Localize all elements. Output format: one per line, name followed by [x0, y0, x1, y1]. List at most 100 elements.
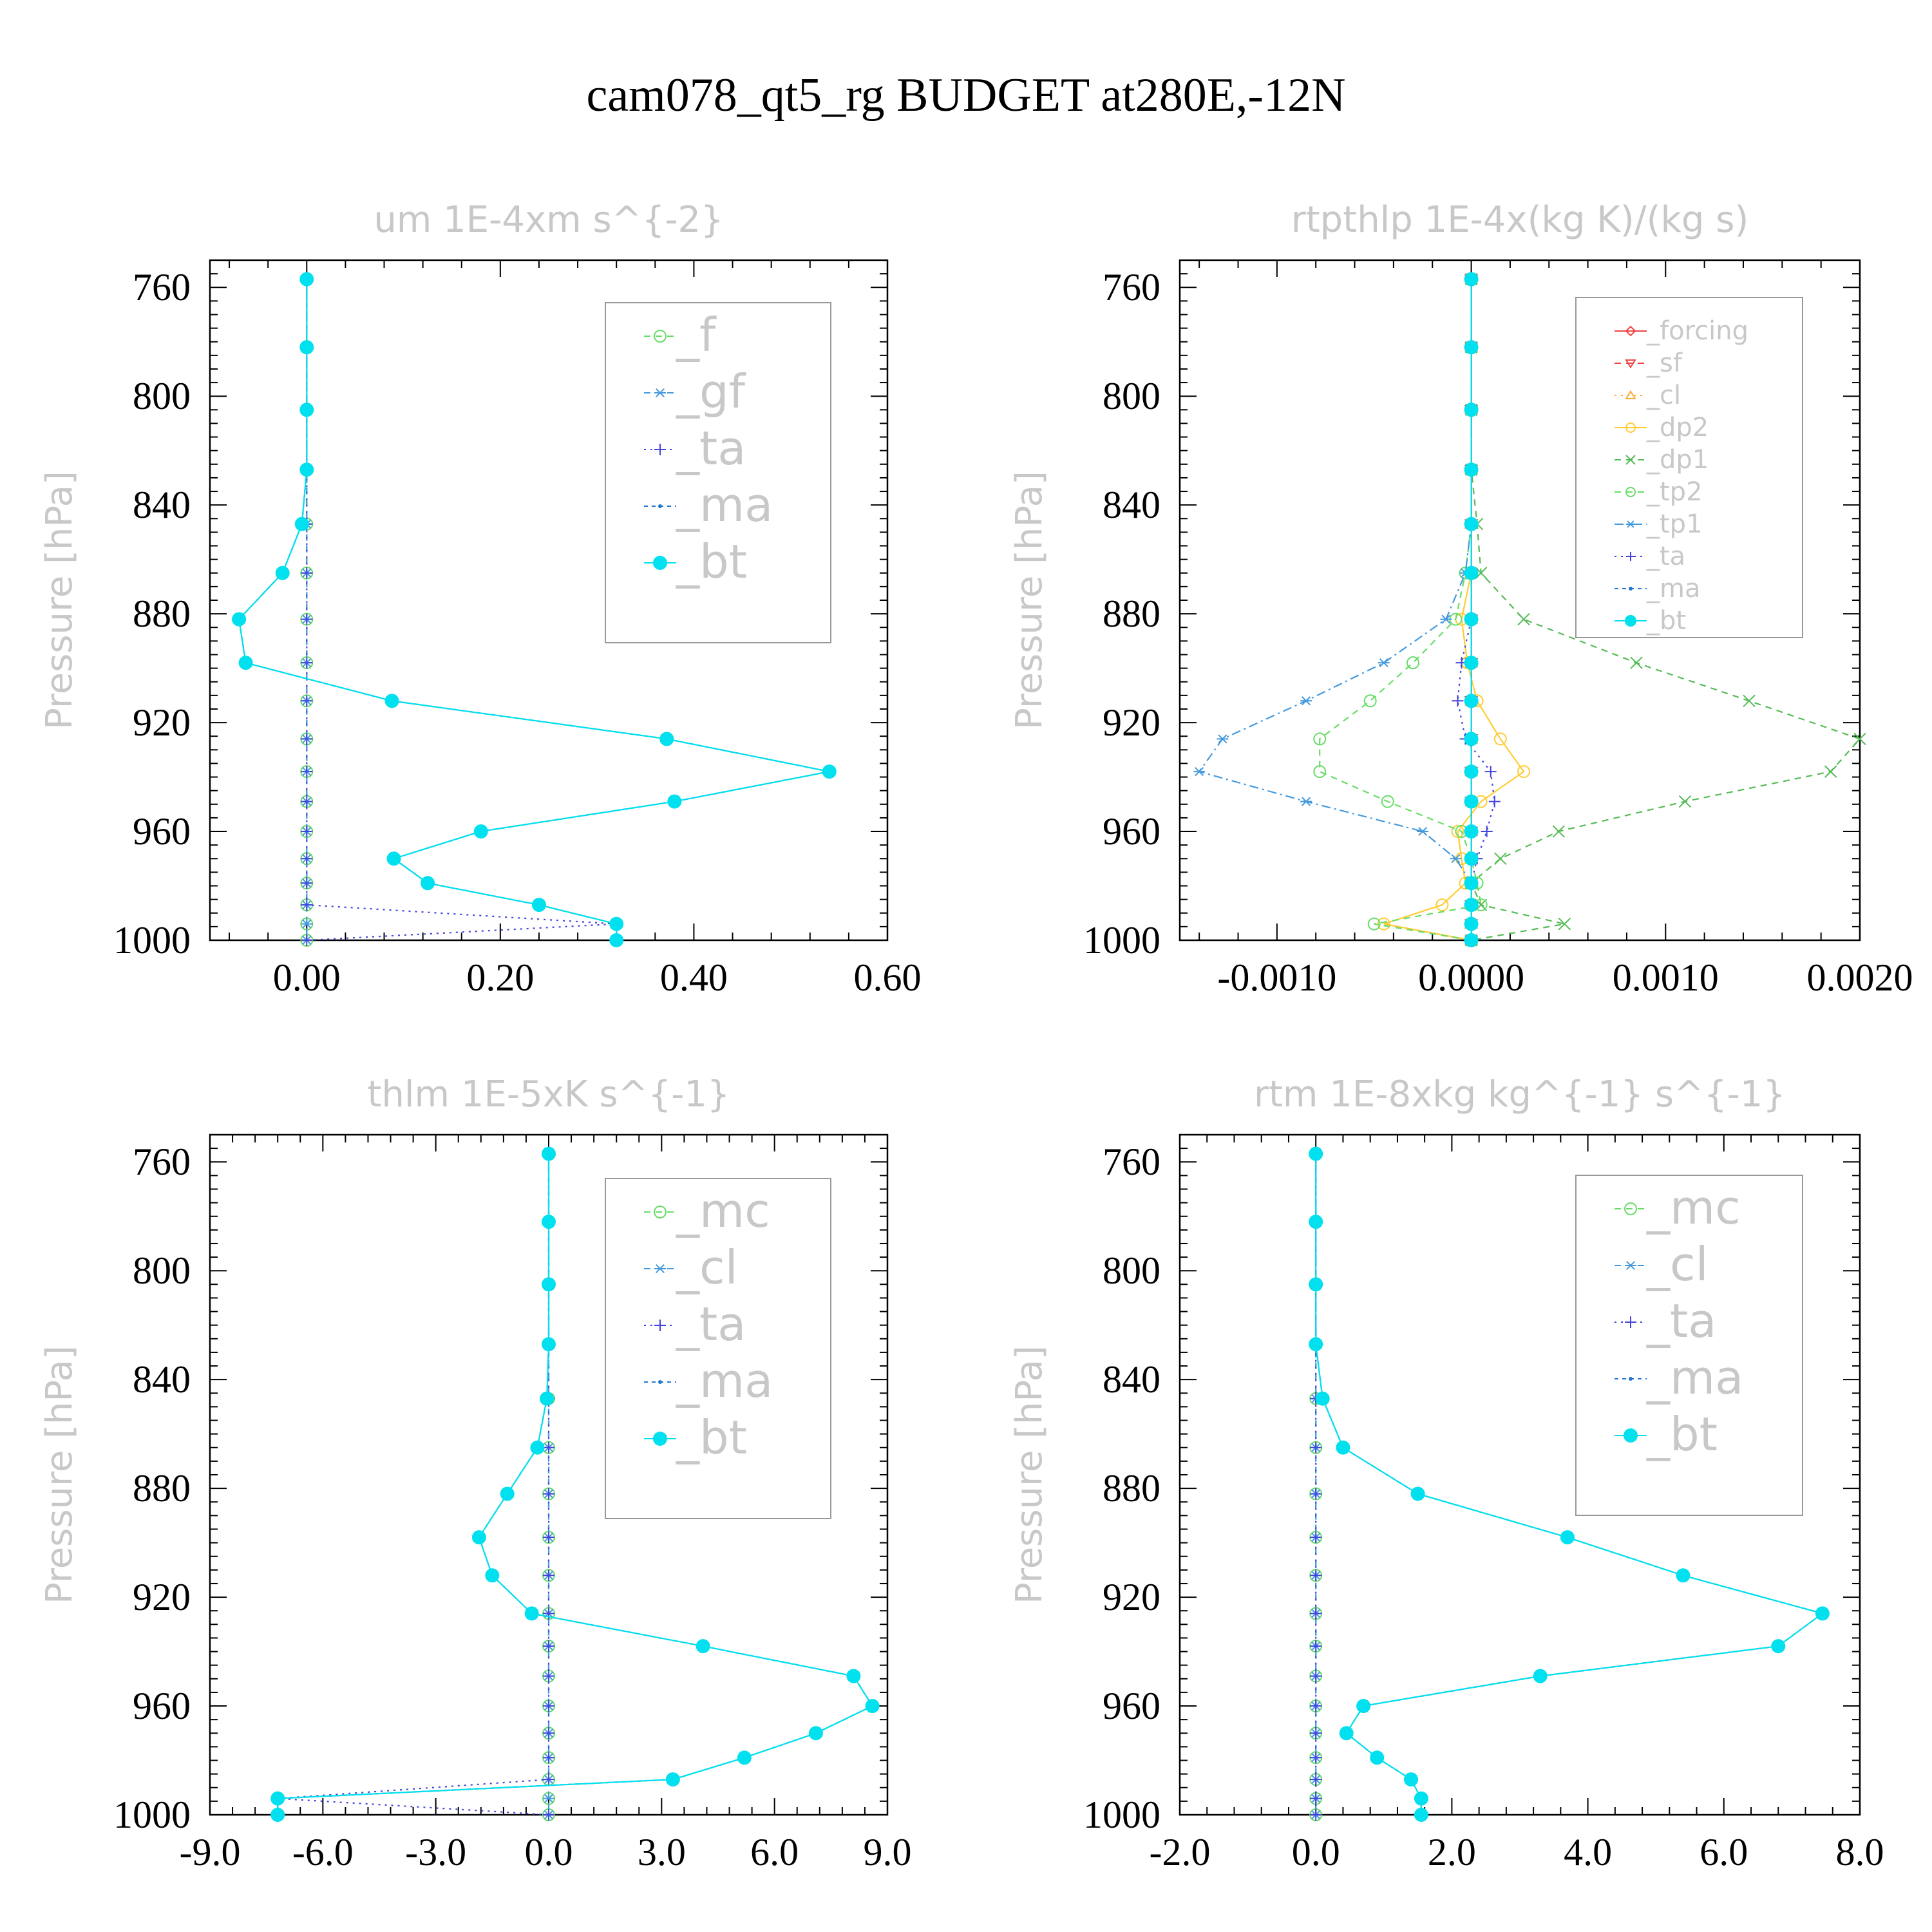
rtpthlp-legend-entry: _sf: [1615, 348, 1683, 378]
rtpthlp-legend-label: _cl: [1646, 381, 1681, 410]
thlm-series_ta-point: [543, 1569, 554, 1582]
thlm-legend-label: _ta: [676, 1297, 746, 1351]
rtm-xtick-label: 0.0: [1292, 1831, 1340, 1873]
rtm-series_ta-point: [1310, 1774, 1322, 1786]
rtm-series_ta-point: [1310, 1441, 1322, 1454]
rtm-series_bt-point: [1560, 1530, 1575, 1545]
rtpthlp-series_ta-point: [1452, 695, 1464, 707]
thlm-legend-marker: [658, 1380, 662, 1384]
rtpthlp-series_ta-point: [1488, 795, 1501, 808]
thlm-ytick-label: 760: [133, 1141, 191, 1183]
thlm-series_bt-point: [542, 1277, 556, 1292]
thlm-series_bt-point: [865, 1699, 880, 1714]
rtpthlp-series_dp1-point: [1853, 732, 1866, 746]
thlm-legend-entry: _mc: [644, 1184, 770, 1238]
rtm-series_ta-point: [1310, 1809, 1322, 1821]
rtm-xtick-label: 6.0: [1700, 1831, 1748, 1873]
rtpthlp-legend: _forcing_sf _cl _dp2 _dp1_tp2_tp1 _ta _ma _bt: [1575, 297, 1803, 638]
rtm-series_bt-point: [1309, 1215, 1323, 1229]
rtm-legend-label: _ma: [1646, 1350, 1743, 1405]
rtm-series_bt-point: [1410, 1486, 1425, 1501]
rtm-legend-entry: _cl: [1615, 1237, 1709, 1291]
rtpthlp-series_tp2-line: [1319, 279, 1482, 942]
rtm-y-axis-label: Pressure [hPa]: [1009, 1345, 1050, 1604]
um-ytick-label: 800: [133, 375, 191, 417]
thlm-series_ta-line: [278, 1153, 550, 1816]
thlm-legend-entry: _bt: [644, 1410, 747, 1464]
rtpthlp-series_dp1-point: [1558, 917, 1571, 931]
rtpthlp-legend-label: _forcing: [1646, 316, 1748, 346]
rtm-ytick-label: 1000: [1083, 1794, 1160, 1836]
thlm-ytick-label: 880: [133, 1467, 191, 1510]
um-ytick-label: 760: [133, 266, 191, 308]
um-series_ta-point: [301, 899, 313, 911]
rtpthlp-series_bt-point: [1464, 656, 1479, 670]
um-ytick-label: 920: [133, 701, 191, 744]
thlm-series_bt-point: [524, 1606, 539, 1621]
um-series_bt-point: [299, 462, 314, 477]
um-series_bt-point: [299, 340, 314, 355]
rtm-ytick-label: 840: [1103, 1358, 1160, 1401]
um-series_ta-point: [301, 766, 313, 778]
um-legend-entry: _f: [644, 308, 717, 362]
rtpthlp-ytick-label: 960: [1103, 810, 1160, 853]
rtpthlp-series_dp1-point: [1743, 694, 1756, 707]
rtpthlp-legend-entry: _tp1: [1615, 509, 1703, 539]
rtpthlp-series_dp1-point: [1678, 795, 1692, 808]
rtpthlp-series_dp1-line: [1470, 279, 1861, 942]
um-ytick-label: 840: [133, 484, 191, 526]
um-series_ta-point: [301, 657, 313, 669]
thlm-legend-marker: [654, 1264, 666, 1274]
panel-thlm: thlm 1E-5xK s^{-1} 760 800 840 880 920 960 1000…: [39, 1074, 912, 1873]
um-legend-label: _ta: [676, 421, 746, 475]
rtpthlp-legend-marker: [1626, 552, 1635, 561]
rtpthlp-legend-marker: [1625, 422, 1636, 433]
thlm-ytick-label: 1000: [113, 1794, 191, 1836]
rtpthlp-y-axis-label: Pressure [hPa]: [1009, 471, 1050, 730]
um-series_ta-point: [301, 934, 313, 946]
um-series_bt-point: [299, 272, 314, 287]
um-series_ta-point: [301, 877, 313, 889]
rtpthlp-ytick-label: 760: [1103, 266, 1160, 308]
thlm-series_bt-point: [270, 1808, 285, 1822]
rtm-series_bt: [1309, 1146, 1830, 1822]
panel-rtpthlp: rtpthlp 1E-4x(kg K)/(kg s) 760 800 840 880 92…: [1009, 199, 1913, 999]
rtpthlp-legend-entry: _cl: [1615, 381, 1681, 410]
rtm-series_bt-point: [1309, 1337, 1323, 1352]
rtpthlp-series_bt-point: [1464, 462, 1479, 477]
um-series_ta-point: [301, 695, 313, 707]
rtpthlp-legend-label: _bt: [1646, 606, 1686, 636]
um-series_bt-point: [822, 764, 837, 779]
um-legend-marker: [654, 444, 666, 455]
rtm-xtick-label: 8.0: [1836, 1831, 1884, 1873]
rtpthlp-series_dp1-point: [1494, 852, 1507, 865]
um-series_bt-point: [473, 824, 488, 839]
rtpthlp-series_tp1-point: [1450, 854, 1462, 864]
rtpthlp-legend-label: _dp2: [1646, 413, 1709, 442]
rtpthlp-series_bt-point: [1464, 340, 1479, 355]
rtm-series_bt-point: [1815, 1606, 1830, 1621]
rtpthlp-legend-entry: _dp2: [1615, 413, 1709, 442]
um-legend-label: _ma: [676, 478, 773, 532]
rtpthlp-legend-label: _ma: [1646, 574, 1700, 603]
um-legend-marker: [653, 556, 667, 570]
thlm-series_ta-point: [543, 1441, 554, 1454]
rtm-legend-entry: _ma: [1615, 1350, 1743, 1405]
thlm-xtick-label: -9.0: [180, 1831, 241, 1873]
rtm-series_bt-point: [1315, 1391, 1330, 1406]
rtpthlp-ytick-label: 800: [1103, 375, 1160, 417]
rtpthlp-series_bt-point: [1464, 565, 1479, 580]
rtm-xtick-label: 4.0: [1564, 1831, 1612, 1873]
rtpthlp-series_dp2-point: [1517, 765, 1531, 779]
thlm-legend-box: [605, 1178, 831, 1519]
thlm-legend-marker: [654, 1320, 666, 1331]
rtpthlp-ytick-label: 840: [1103, 484, 1160, 526]
rtm-series_ta-point: [1310, 1607, 1322, 1620]
um-series_bt: [232, 272, 837, 947]
um-ytick-label: 960: [133, 810, 191, 853]
rtm-legend-marker: [1629, 1377, 1633, 1381]
rtpthlp-series_tp2-point: [1381, 795, 1394, 808]
rtpthlp-series_tp1-line: [1198, 279, 1472, 940]
rtm-ytick-label: 920: [1103, 1576, 1160, 1618]
thlm-y-axis-label: Pressure [hPa]: [39, 1345, 80, 1604]
